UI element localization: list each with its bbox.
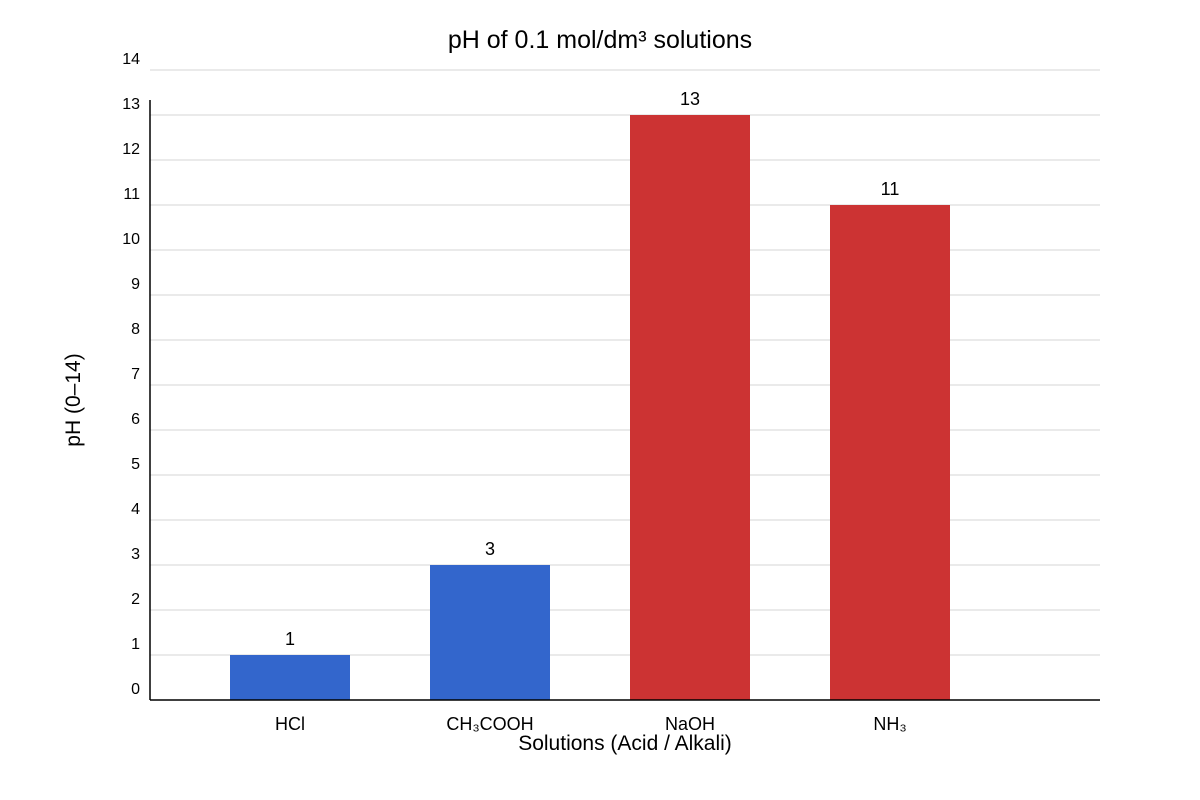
y-tick-label-6: 6 xyxy=(131,411,140,428)
chart-title: pH of 0.1 mol/dm³ solutions xyxy=(447,26,753,54)
x-tick-label-2: CH₃COOH xyxy=(446,714,533,734)
y-tick-label-1: 1 xyxy=(131,636,140,653)
bar-4 xyxy=(830,205,950,700)
bars xyxy=(230,115,950,700)
y-tick-label-8: 8 xyxy=(131,321,140,338)
y-tick-label-0: 0 xyxy=(131,681,140,698)
data-label-4: 11 xyxy=(881,179,900,199)
x-tick-label-3: NaOH xyxy=(665,714,715,734)
y-tick-label-7: 7 xyxy=(131,366,140,383)
y-tick-label-9: 9 xyxy=(131,276,140,293)
bar-2 xyxy=(430,565,550,700)
y-axis-title: pH (0–14) xyxy=(62,353,85,446)
gridlines xyxy=(150,69,1100,656)
y-tick-label-3: 3 xyxy=(131,546,140,563)
bar-3 xyxy=(630,115,750,700)
y-tick-label-2: 2 xyxy=(131,591,140,608)
y-tick-label-12: 12 xyxy=(122,141,140,158)
axes xyxy=(149,100,1100,701)
x-tick-labels: HCl CH₃COOH NaOH NH₃ xyxy=(275,714,907,734)
y-tick-label-11: 11 xyxy=(123,186,140,203)
x-tick-label-4: NH₃ xyxy=(873,714,906,734)
y-tick-label-14: 14 xyxy=(122,51,140,68)
x-axis-title: Solutions (Acid / Alkali) xyxy=(518,732,732,755)
data-label-1: 1 xyxy=(285,629,295,649)
y-tick-label-4: 4 xyxy=(131,501,140,518)
data-label-3: 13 xyxy=(680,89,700,109)
data-label-2: 3 xyxy=(485,539,495,559)
bar-1 xyxy=(230,655,350,700)
y-tick-label-13: 13 xyxy=(122,96,140,113)
y-tick-label-10: 10 xyxy=(122,231,140,248)
y-tick-label-5: 5 xyxy=(131,456,140,473)
x-tick-label-1: HCl xyxy=(275,714,305,734)
